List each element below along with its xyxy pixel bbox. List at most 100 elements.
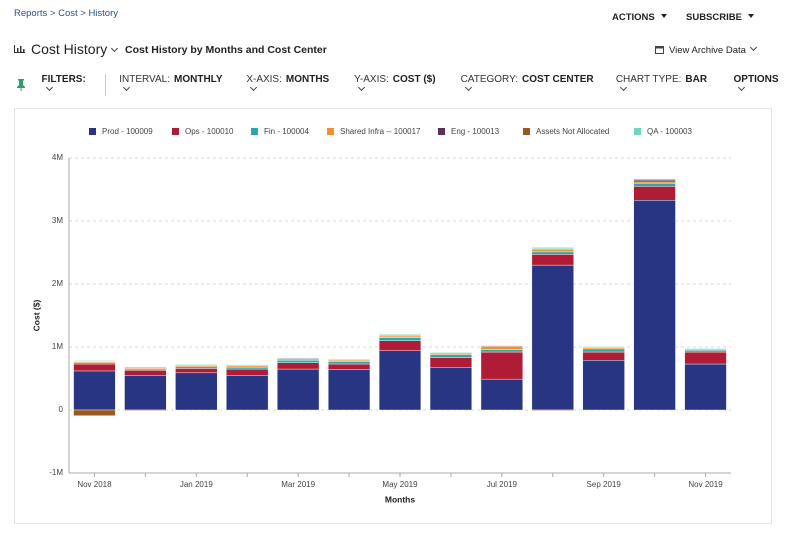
- filter-value[interactable]: BAR: [685, 74, 708, 85]
- options-label[interactable]: OPTIONS: [733, 74, 779, 85]
- bar-segment: [378, 340, 422, 351]
- bar-segment: [480, 346, 523, 350]
- bar-segment: [684, 363, 727, 411]
- divider: [105, 74, 107, 96]
- bar-segment: [73, 370, 116, 411]
- legend-label: Fin - 100004: [264, 127, 309, 136]
- title-text[interactable]: Cost History: [31, 41, 108, 57]
- filters-toggle[interactable]: FILTERS:: [42, 74, 94, 96]
- bar-segment: [124, 375, 167, 411]
- filter-bar: FILTERS: INTERVAL: MONTHLY X-AXIS: MONTHS Y-…: [16, 74, 786, 96]
- filter-items: INTERVAL: MONTHLY X-AXIS: MONTHS Y-AXIS: COST…: [119, 74, 731, 96]
- bar-segment: [582, 346, 625, 348]
- filter-item[interactable]: Y-AXIS: COST ($): [354, 74, 440, 96]
- bar-segment: [124, 370, 167, 376]
- bar-segment: [226, 366, 269, 370]
- bar-segment: [531, 409, 574, 411]
- bar-segment: [582, 360, 625, 411]
- bar-segment: [226, 364, 269, 366]
- bar-segment: [277, 368, 320, 411]
- y-tick-label: 4M: [52, 153, 63, 162]
- bar-segment: [531, 249, 574, 253]
- legend-label: Prod - 100009: [102, 127, 153, 136]
- filter-value[interactable]: COST ($): [392, 74, 436, 85]
- legend-label: Ops - 100010: [185, 127, 234, 136]
- filter-label: INTERVAL:: [119, 74, 170, 85]
- filter-item[interactable]: X-AXIS: MONTHS: [246, 74, 334, 96]
- x-tick-label: Mar 2019: [281, 480, 315, 489]
- bar-segment: [327, 358, 371, 360]
- y-tick-label: 2M: [52, 279, 63, 288]
- report-subtitle: Cost History by Months and Cost Center: [125, 44, 327, 56]
- y-axis-title: Cost ($): [31, 300, 41, 332]
- filters-label[interactable]: FILTERS:: [41, 74, 86, 85]
- legend-swatch: [327, 128, 334, 135]
- chart-panel: Prod - 100009 Ops - 100010 Fin - 100004 Sha…: [14, 108, 772, 524]
- legend-label: Eng - 100013: [451, 127, 500, 136]
- legend-swatch: [89, 128, 96, 135]
- x-tick-label: May 2019: [382, 480, 418, 489]
- breadcrumb[interactable]: Reports > Cost > History: [14, 8, 119, 19]
- options-menu[interactable]: OPTIONS: [734, 74, 786, 96]
- bar-segment: [480, 351, 523, 380]
- filter-value[interactable]: COST CENTER: [521, 74, 594, 85]
- filter-value[interactable]: MONTHLY: [174, 74, 223, 85]
- bar-segment: [684, 351, 727, 365]
- bar-segment: [429, 354, 473, 358]
- bar-segment: [633, 179, 676, 183]
- bar-segment: [378, 337, 422, 341]
- legend-label: QA - 100003: [647, 127, 692, 136]
- bar-segment: [175, 368, 218, 374]
- bar-segment: [480, 344, 523, 346]
- legend-swatch: [438, 128, 445, 135]
- bar-segment: [327, 369, 371, 411]
- bar-segment: [73, 360, 116, 362]
- bar-segment: [277, 357, 320, 359]
- bar-segment: [378, 335, 422, 338]
- filter-item[interactable]: INTERVAL: MONTHLY: [119, 74, 226, 96]
- bar-segment: [429, 351, 473, 353]
- bar-segment: [175, 364, 218, 366]
- y-tick-label: -1M: [49, 468, 63, 477]
- bar-segment: [378, 350, 422, 411]
- bar-segment: [633, 182, 676, 187]
- x-tick-label: Sep 2019: [587, 480, 622, 489]
- bar-segment: [327, 361, 371, 365]
- bar-segment: [480, 349, 523, 353]
- chart: Prod - 100009 Ops - 100010 Fin - 100004 Sha…: [31, 127, 731, 504]
- bar-segment: [124, 409, 167, 411]
- y-tick-label: 1M: [52, 342, 63, 351]
- filter-item[interactable]: CHART TYPE: BAR: [616, 74, 712, 96]
- bar-segment: [531, 254, 574, 266]
- bar-segment: [633, 200, 676, 411]
- actions-label[interactable]: ACTIONS: [612, 12, 655, 23]
- x-tick-label: Nov 2018: [77, 480, 112, 489]
- y-tick-label: 3M: [52, 216, 63, 225]
- calendar-icon: [655, 46, 664, 54]
- legend-label: Assets Not Allocated: [536, 127, 609, 136]
- filter-label: X-AXIS:: [246, 74, 282, 85]
- bar-segment: [124, 366, 167, 368]
- filter-label: CHART TYPE:: [615, 74, 682, 85]
- filter-item[interactable]: CATEGORY: COST CENTER: [461, 74, 596, 96]
- bar-segment: [684, 348, 727, 350]
- pin-icon[interactable]: [16, 79, 26, 91]
- actions-menu[interactable]: ACTIONS: [612, 12, 667, 23]
- x-axis-title: Months: [385, 494, 415, 504]
- archive-link[interactable]: View Archive Data: [655, 43, 757, 56]
- bar-segment: [531, 247, 574, 249]
- subscribe-menu[interactable]: SUBSCRIBE: [686, 12, 754, 23]
- report-title[interactable]: Cost History: [31, 41, 119, 57]
- bar-segment: [429, 357, 473, 368]
- bar-segment: [429, 367, 473, 411]
- bar-segment: [633, 186, 676, 201]
- legend-swatch: [172, 128, 179, 135]
- bar-segment: [684, 349, 727, 353]
- filter-value[interactable]: MONTHS: [285, 74, 330, 85]
- bar-segment: [73, 363, 116, 372]
- archive-text[interactable]: View Archive Data: [669, 45, 746, 56]
- subscribe-label[interactable]: SUBSCRIBE: [686, 12, 742, 23]
- bar-segment: [633, 178, 676, 181]
- filter-label: Y-AXIS:: [354, 74, 389, 85]
